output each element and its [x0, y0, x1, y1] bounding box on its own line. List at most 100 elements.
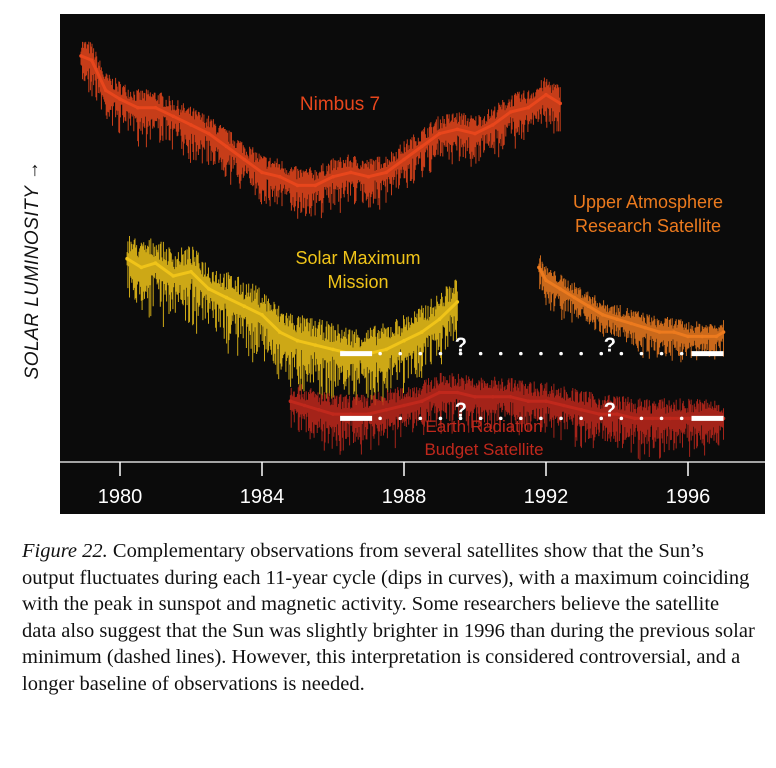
series-earth-radiation-budget-satellite-point — [455, 390, 460, 395]
series-solar-maximum-mission-point — [331, 347, 335, 352]
series-nimbus-7-point — [189, 123, 193, 127]
y-axis-label: SOLAR LUMINOSITY → — [8, 120, 58, 420]
series-nimbus-7-point — [349, 170, 353, 175]
series-earth-radiation-budget-satellite-point — [579, 408, 584, 412]
series-upper-atmosphere-research-satellite-point — [721, 330, 726, 334]
series-earth-radiation-budget-satellite-point — [508, 395, 513, 399]
series-earth-radiation-budget-satellite-point — [402, 403, 406, 408]
series-nimbus-7 — [79, 41, 562, 219]
series-nimbus-7-point — [260, 170, 264, 175]
series-nimbus-7-point — [473, 131, 477, 136]
series-upper-atmosphere-research-satellite-point — [558, 287, 562, 291]
series-earth-radiation-budget-satellite-point — [384, 408, 389, 412]
x-tick-label: 1988 — [382, 486, 427, 508]
series-solar-maximum-mission-point — [455, 300, 460, 304]
series-earth-radiation-budget-satellite-point — [473, 395, 477, 399]
series-earth-radiation-budget-satellite-point — [633, 416, 637, 421]
series-earth-radiation-budget-satellite-point — [686, 416, 690, 421]
series-nimbus-7-point — [153, 105, 158, 110]
series-solar-maximum-mission-point — [278, 330, 282, 334]
series-solar-maximum-mission-point — [189, 269, 193, 274]
series-nimbus-7-point — [558, 101, 562, 106]
question-mark: ? — [455, 335, 467, 357]
series-upper-atmosphere-research-satellite-point — [572, 295, 577, 300]
series-nimbus-7-point — [508, 110, 513, 114]
series-nimbus-7-point — [79, 54, 83, 58]
caption-figure-label: Figure 22. — [22, 540, 108, 562]
series-nimbus-7-point — [224, 144, 229, 149]
series-earth-radiation-budget-satellite-point — [366, 412, 371, 416]
series-earth-radiation-budget-satellite-point — [526, 399, 531, 404]
series-earth-radiation-budget-satellite-point — [491, 395, 495, 399]
series-earth-radiation-budget-satellite-point — [597, 412, 602, 416]
annotation-solar-maximum: Solar Maximum — [295, 248, 420, 268]
series-nimbus-7-point — [544, 92, 548, 97]
series-solar-maximum-mission-point — [153, 261, 158, 265]
x-tick-label: 1980 — [98, 486, 143, 508]
series-nimbus-7-point — [89, 58, 94, 62]
dashed-lines-layer: ???? — [340, 335, 724, 421]
caption-text: Complementary observations from several … — [22, 540, 755, 695]
series-earth-radiation-budget-satellite-line — [289, 391, 724, 420]
series-solar-maximum-mission-point — [402, 338, 406, 343]
series-nimbus-7-point — [278, 174, 282, 179]
series-solar-maximum-mission-point — [224, 295, 229, 300]
series-solar-maximum-mission-point — [295, 338, 300, 343]
series-upper-atmosphere-research-satellite-point — [657, 330, 662, 334]
series-earth-radiation-budget-satellite — [288, 372, 726, 460]
series-nimbus-7-point — [313, 183, 318, 188]
series-earth-radiation-budget-satellite-point — [650, 416, 655, 421]
series-earth-radiation-budget-satellite-point — [420, 399, 424, 404]
annotation-budget-satellite: Budget Satellite — [424, 440, 543, 459]
series-solar-maximum-mission-point — [207, 287, 211, 291]
question-mark: ? — [604, 399, 616, 421]
annotation-research-satellite: Research Satellite — [575, 216, 721, 236]
series-earth-radiation-budget-satellite-point — [288, 399, 293, 404]
series-earth-radiation-budget-satellite-point — [331, 412, 335, 416]
series-nimbus-7-point — [384, 170, 389, 175]
series-nimbus-7-point — [295, 183, 300, 188]
series-earth-radiation-budget-satellite-point — [349, 412, 353, 416]
series-nimbus-7-point — [455, 127, 460, 132]
series-solar-maximum-mission-point — [242, 304, 247, 309]
series-upper-atmosphere-research-satellite-point — [586, 304, 591, 309]
series-upper-atmosphere-research-satellite-point — [537, 265, 541, 270]
series-upper-atmosphere-research-satellite — [537, 255, 726, 363]
dashed-line-2: ?? — [340, 399, 724, 421]
series-upper-atmosphere-research-satellite-point — [643, 326, 648, 330]
series-nimbus-7-point — [331, 174, 335, 179]
series-nimbus-7-point — [420, 144, 424, 149]
chart-figure: SOLAR LUMINOSITY → ???? Nimbus 7 Solar M… — [8, 14, 765, 514]
dashed-line-1: ?? — [340, 335, 724, 357]
series-nimbus-7-point — [526, 105, 531, 110]
series-nimbus-7-point — [491, 123, 495, 127]
series-solar-maximum-mission-point — [420, 330, 424, 334]
series-earth-radiation-budget-satellite-point — [668, 416, 673, 421]
series-upper-atmosphere-research-satellite-point — [601, 313, 605, 317]
annotation-earth-radiation: Earth Radiation — [425, 417, 542, 436]
y-axis-label-text: SOLAR LUMINOSITY → — [22, 160, 43, 380]
question-mark: ? — [455, 399, 467, 421]
series-solar-maximum-mission-point — [384, 347, 389, 352]
series-solar-maximum-mission-point — [260, 313, 264, 317]
series-solar-maximum-mission-point — [171, 274, 176, 278]
series-solar-maximum-mission-point — [139, 265, 144, 270]
series-earth-radiation-budget-satellite-point — [562, 403, 566, 408]
series-earth-radiation-budget-satellite-point — [615, 412, 619, 416]
x-axis: 1980 1984 1988 1992 1996 — [60, 461, 765, 508]
series-earth-radiation-budget-satellite-point — [302, 403, 307, 408]
series-nimbus-7-point — [118, 97, 122, 101]
series-solar-maximum-mission-point — [125, 256, 129, 261]
series-upper-atmosphere-research-satellite-point — [629, 321, 633, 326]
annotation-mission: Mission — [327, 272, 388, 292]
annotation-layer: Nimbus 7 Solar Maximum Mission Upper Atm… — [295, 94, 723, 459]
luminosity-chart: ???? Nimbus 7 Solar Maximum Mission Uppe… — [60, 14, 765, 514]
series-upper-atmosphere-research-satellite-point — [700, 334, 704, 339]
series-layer — [79, 41, 726, 460]
series-solar-maximum-mission-point — [437, 317, 442, 322]
figure-caption: Figure 22. Complementary observations fr… — [22, 538, 758, 697]
series-upper-atmosphere-research-satellite-point — [686, 334, 690, 339]
annotation-nimbus-7: Nimbus 7 — [300, 94, 380, 115]
series-upper-atmosphere-research-satellite-point — [672, 330, 676, 334]
series-solar-maximum-mission-point — [313, 343, 318, 347]
